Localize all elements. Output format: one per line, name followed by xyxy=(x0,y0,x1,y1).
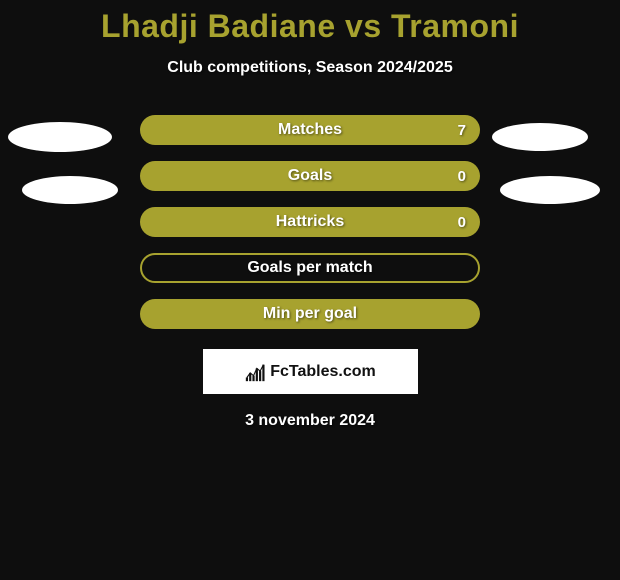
avatar-left_top xyxy=(8,122,112,152)
stat-label: Min per goal xyxy=(263,305,357,323)
stat-bar: Matches 7 xyxy=(140,115,480,145)
stat-value-right: 7 xyxy=(458,122,466,139)
stat-bar: Goals per match xyxy=(140,253,480,283)
avatar-right_bot xyxy=(500,176,600,204)
stat-label: Hattricks xyxy=(276,213,344,231)
stat-label: Goals xyxy=(288,167,332,185)
stat-bar: Goals 0 xyxy=(140,161,480,191)
stat-row: Min per goal xyxy=(0,291,620,337)
stat-bar: Min per goal xyxy=(140,299,480,329)
avatar-right_top xyxy=(492,123,588,151)
stat-row: Hattricks 0 xyxy=(0,199,620,245)
avatar-left_bot xyxy=(22,176,118,204)
stat-value-right: 0 xyxy=(458,168,466,185)
bar-chart-icon xyxy=(244,361,266,383)
date-text: 3 november 2024 xyxy=(0,412,620,430)
page-root: Lhadji Badiane vs Tramoni Club competiti… xyxy=(0,0,620,430)
logo-box: FcTables.com xyxy=(203,349,418,394)
stat-value-right: 0 xyxy=(458,214,466,231)
page-title: Lhadji Badiane vs Tramoni xyxy=(0,8,620,45)
logo-text: FcTables.com xyxy=(270,363,376,381)
stat-label: Goals per match xyxy=(247,259,372,277)
logo: FcTables.com xyxy=(244,361,376,383)
stat-bar: Hattricks 0 xyxy=(140,207,480,237)
page-subtitle: Club competitions, Season 2024/2025 xyxy=(0,59,620,77)
stat-row: Goals per match xyxy=(0,245,620,291)
stat-label: Matches xyxy=(278,121,342,139)
